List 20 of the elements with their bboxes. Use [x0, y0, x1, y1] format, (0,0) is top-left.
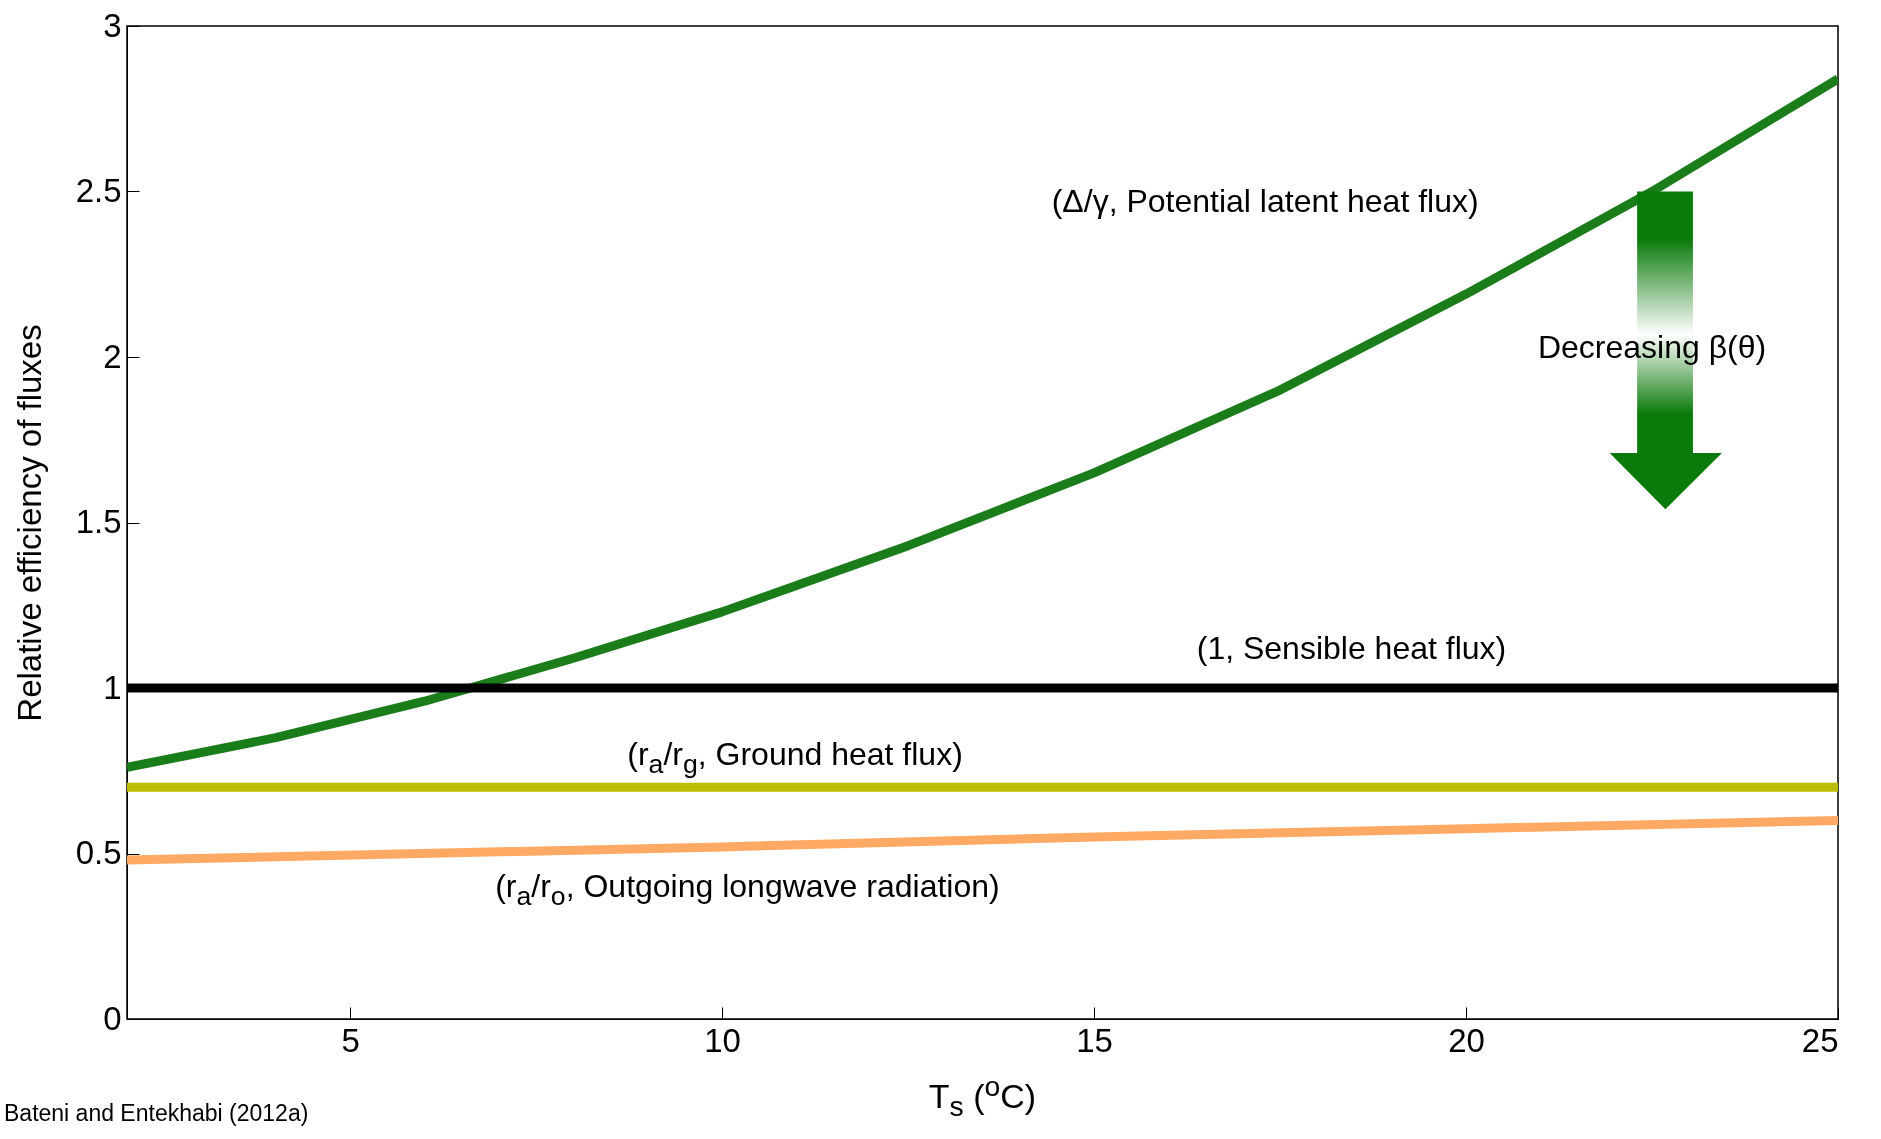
y-tick-label: 2.5 — [75, 172, 122, 209]
y-tick-label: 1.5 — [75, 503, 122, 540]
x-tick-label: 20 — [1448, 1021, 1485, 1059]
y-tick-label: 1 — [103, 668, 122, 706]
annotation: (r$_{a}$/r$_{g}$, Ground heat flux) — [627, 735, 963, 780]
x-tick-label: 15 — [1076, 1021, 1113, 1059]
y-tick-label: 0.5 — [75, 834, 122, 871]
annotation: (r$_{a}$/r$_{o}$, Outgoing longwave radiation) — [495, 868, 1000, 912]
y-axis-title: Relative efficiency of fluxes — [10, 324, 48, 722]
annotation: Decreasing β(θ) — [1537, 328, 1767, 366]
x-tick-label: 25 — [1801, 1021, 1839, 1059]
annotation: (1, Sensible heat flux) — [1196, 629, 1507, 667]
x-tick-label: 10 — [704, 1021, 741, 1059]
x-tick-label: 5 — [341, 1021, 360, 1059]
y-tick-label: 0 — [103, 999, 122, 1037]
y-tick-label: 2 — [103, 337, 122, 375]
annotation: (Δ/γ, Potential latent heat flux) — [1051, 182, 1479, 220]
y-tick-label: 3 — [103, 6, 122, 44]
text: Bateni and Entekhabi (2012a) — [4, 1100, 309, 1127]
x-axis-title: T$_{s}$ ($^{o}$C) — [928, 1070, 1037, 1124]
